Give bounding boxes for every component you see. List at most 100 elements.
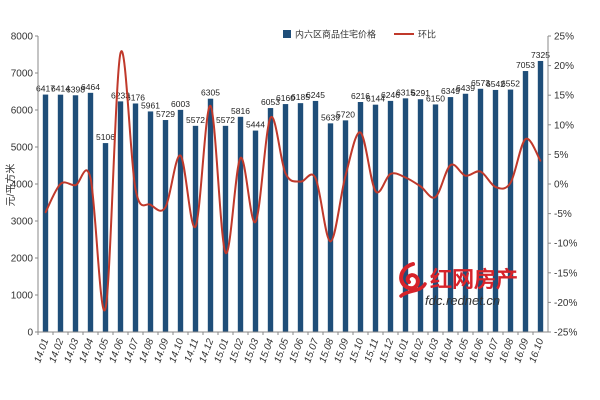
line-point <box>104 307 107 310</box>
bar <box>87 92 94 332</box>
bar-data-label: 7053 <box>516 60 535 70</box>
y-tick-label: 1000 <box>11 291 34 302</box>
bar-data-label: 6414 <box>51 84 70 94</box>
bar <box>162 120 169 332</box>
bar-data-label: 5729 <box>156 109 175 119</box>
bars <box>42 60 544 333</box>
legend-line-label: 环比 <box>418 29 436 40</box>
bar-data-label: 6573 <box>471 78 490 88</box>
line-series <box>44 50 542 312</box>
y-tick-label: 6000 <box>11 106 34 117</box>
line-point <box>224 251 227 254</box>
line-point <box>524 138 527 140</box>
bar <box>417 99 424 332</box>
bar-data-label: 6144 <box>366 94 385 104</box>
bar <box>462 93 469 332</box>
bar <box>102 143 109 332</box>
line-point <box>209 105 212 107</box>
bar <box>282 104 289 332</box>
bar <box>117 101 124 332</box>
line-point <box>269 116 272 119</box>
bar <box>72 95 79 332</box>
y-axis-ticks: 0 1000 2000 3000 4000 5000 6000 7000 8000 <box>11 32 38 339</box>
watermark: 红网房产 fdc.rednet.cn <box>399 262 518 308</box>
bar-data-label: 6542 <box>486 79 505 89</box>
legend-bar-label: 内六区商品住宅价格 <box>295 29 376 40</box>
line-point <box>449 164 452 166</box>
y2-axis-ticks: -25% -20% -15% -10% -5% 0% 5% 10% 15% 20% 25% <box>548 32 577 339</box>
bar <box>477 88 484 332</box>
legend-bar-swatch <box>283 30 291 38</box>
bar <box>357 102 364 333</box>
line-point <box>329 240 332 243</box>
line-point <box>239 157 242 159</box>
bar <box>57 94 64 332</box>
bar <box>237 116 244 332</box>
bar <box>297 103 304 332</box>
line-point <box>59 183 62 185</box>
line-point <box>479 170 482 173</box>
line-point <box>134 188 137 191</box>
bar-data-label: 6417 <box>36 84 55 94</box>
line-point <box>389 173 392 175</box>
bar <box>267 108 274 332</box>
line-point <box>539 160 542 162</box>
bar-data-label: 5961 <box>141 100 160 110</box>
line-path <box>44 50 542 312</box>
bar-data-label: 6053 <box>261 97 280 107</box>
y2-tick-label: -10% <box>554 239 577 250</box>
line-point <box>194 225 197 228</box>
line-point <box>494 186 497 188</box>
y2-tick-label: -25% <box>554 328 577 339</box>
bar <box>372 104 379 332</box>
x-axis-ticks: 14.0114.0214.0314.0414.0514.0614.0714.08… <box>32 332 546 365</box>
bar <box>42 94 49 332</box>
bar <box>177 109 184 332</box>
line-point <box>434 196 437 198</box>
y2-tick-label: 10% <box>554 120 574 131</box>
bar-data-label: 5106 <box>96 132 115 142</box>
line-point <box>374 190 377 192</box>
y2-tick-label: 15% <box>554 91 574 102</box>
bar-data-label: 6185 <box>291 92 310 102</box>
bar <box>507 89 514 333</box>
bar <box>537 60 544 332</box>
bar-data-label: 6160 <box>276 93 295 103</box>
y-tick-label: 2000 <box>11 254 34 265</box>
bar-data-label: 6398 <box>66 84 85 94</box>
bar <box>147 111 154 333</box>
bar <box>312 100 319 332</box>
line-point <box>89 177 92 179</box>
y2-tick-label: -15% <box>554 268 577 279</box>
watermark-brand: 红网房产 <box>430 267 518 293</box>
line-point <box>284 172 287 175</box>
bar <box>327 123 334 333</box>
y2-tick-label: 25% <box>554 32 574 43</box>
line-point <box>254 221 257 223</box>
bar-data-label: 6233 <box>111 90 130 100</box>
bar <box>387 100 394 332</box>
line-point <box>44 211 47 214</box>
bar-data-label: 5720 <box>336 109 355 119</box>
y-tick-label: 7000 <box>11 69 34 80</box>
bar-data-label: 6150 <box>426 93 445 103</box>
line-point <box>74 184 77 186</box>
line-point <box>119 52 122 54</box>
y2-tick-label: -5% <box>554 209 572 220</box>
y2-tick-label: 5% <box>554 150 569 161</box>
bar <box>192 125 199 332</box>
bar-data-label: 5639 <box>321 112 340 122</box>
bar-data-label: 6246 <box>381 90 400 100</box>
line-point <box>404 176 407 179</box>
bar <box>492 89 499 332</box>
line-point <box>314 177 317 179</box>
bar-data-label: 6439 <box>456 83 475 93</box>
watermark-url: fdc.rednet.cn <box>425 293 500 308</box>
bar <box>402 98 409 332</box>
bar-data-label: 7325 <box>531 50 550 60</box>
bar-data-label: 6315 <box>396 87 415 97</box>
bar <box>252 130 259 332</box>
y2-tick-label: 20% <box>554 61 574 72</box>
